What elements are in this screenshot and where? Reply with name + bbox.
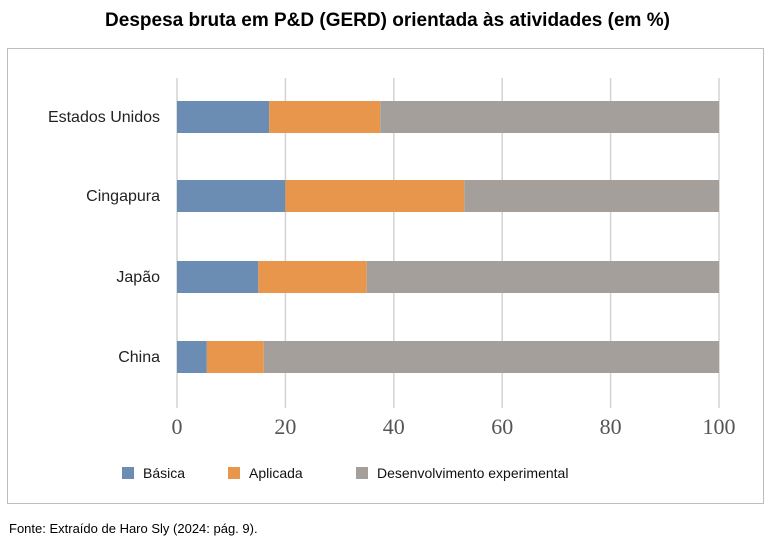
x-tick-label: 100 — [703, 414, 736, 439]
legend-label: Básica — [143, 465, 185, 481]
source-note: Fonte: Extraído de Haro Sly (2024: pág. … — [9, 521, 258, 536]
category-label: China — [118, 349, 160, 366]
bars — [177, 101, 719, 373]
bar-china-series-3 — [263, 341, 719, 373]
category-label: Cingapura — [86, 188, 160, 205]
bar-china-series-2 — [206, 341, 264, 373]
category-label: Estados Unidos — [48, 109, 160, 126]
bar-japão-series-3 — [366, 261, 719, 293]
bar-cingapura-series-3 — [464, 180, 719, 212]
bar-estados-unidos-series-2 — [269, 101, 381, 133]
x-tick-label: 60 — [491, 414, 513, 439]
x-tick-labels: 0 20 40 60 80 100 — [172, 414, 736, 439]
chart-title: Despesa bruta em P&D (GERD) orientada às… — [105, 10, 670, 31]
legend-swatch — [122, 467, 134, 479]
bar-estados-unidos-series-3 — [380, 101, 719, 133]
chart-frame — [7, 48, 764, 504]
legend-label: Aplicada — [249, 465, 303, 481]
x-tick-label: 80 — [600, 414, 622, 439]
legend-label: Desenvolvimento experimental — [377, 465, 568, 481]
bar-cingapura-series-2 — [285, 180, 465, 212]
x-tick-label: 20 — [274, 414, 296, 439]
bar-japão-series-2 — [258, 261, 367, 293]
bar-china-series-1 — [177, 341, 207, 373]
category-label: Japão — [116, 269, 160, 286]
bar-estados-unidos-series-1 — [177, 101, 270, 133]
bar-cingapura-series-1 — [177, 180, 286, 212]
legend: Básica Aplicada Desenvolvimento experiment… — [122, 465, 568, 481]
legend-swatch — [356, 467, 368, 479]
category-labels: Estados Unidos Cingapura Japão China — [48, 109, 160, 366]
x-tick-label: 40 — [383, 414, 405, 439]
bar-japão-series-1 — [177, 261, 259, 293]
x-tick-label: 0 — [172, 414, 183, 439]
legend-swatch — [228, 467, 240, 479]
